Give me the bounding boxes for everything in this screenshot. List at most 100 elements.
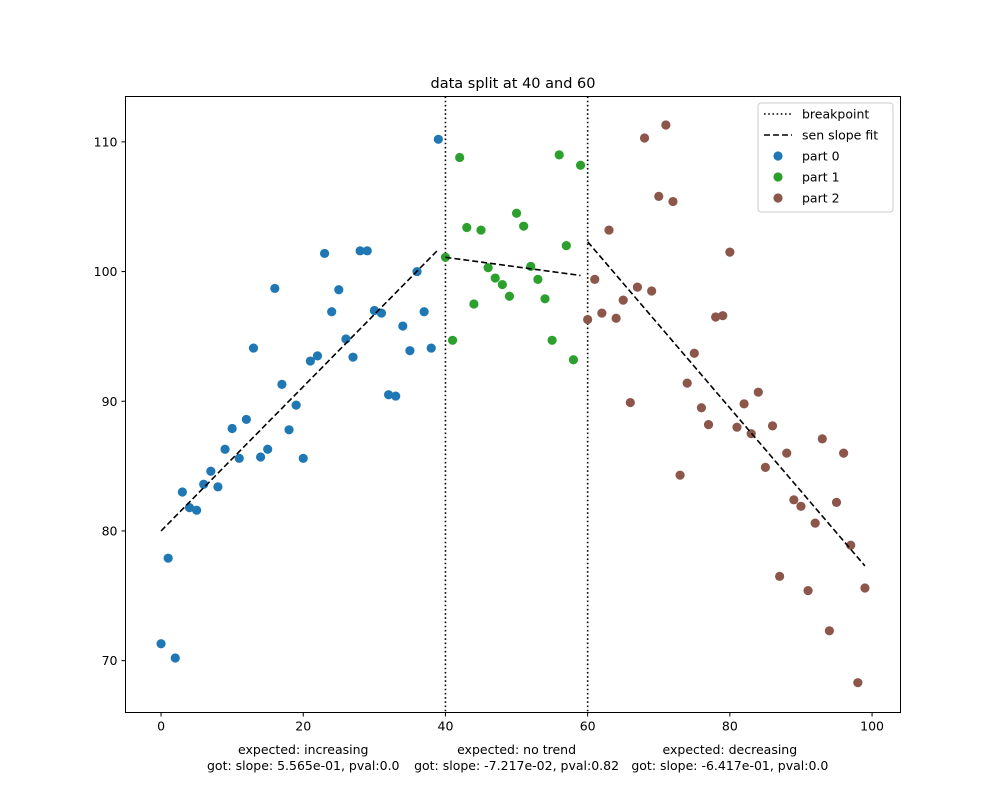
data-point (689, 348, 699, 358)
data-point (227, 423, 237, 434)
x-tick-label: 80 (722, 719, 738, 734)
annotation-result: got: slope: -7.217e-02, pval:0.82 (414, 758, 619, 773)
legend-marker (773, 193, 783, 203)
x-tick-label: 100 (860, 719, 884, 734)
data-point (860, 583, 870, 593)
data-point (447, 335, 458, 345)
data-point (782, 448, 792, 458)
data-point (625, 397, 635, 408)
data-point (583, 314, 593, 325)
data-point (433, 134, 443, 144)
sen-slope-fit-line (587, 241, 866, 567)
data-point (753, 387, 763, 397)
data-point (284, 425, 294, 435)
data-point (675, 470, 685, 480)
annotation-expected: expected: decreasing (663, 742, 798, 757)
legend-box (757, 102, 894, 213)
data-point (547, 335, 557, 345)
data-point (682, 378, 692, 388)
data-point (291, 400, 301, 410)
data-point (327, 307, 337, 317)
data-point (192, 505, 202, 515)
data-point (632, 282, 643, 292)
data-point (618, 295, 628, 305)
y-tick-label: 110 (94, 134, 118, 149)
legend-label: part 0 (802, 149, 840, 164)
data-point (568, 355, 579, 365)
chart-title: data split at 40 and 60 (431, 76, 596, 92)
plot-area (156, 96, 870, 713)
data-point (170, 653, 180, 663)
data-point (796, 501, 806, 511)
data-point (234, 453, 244, 463)
data-point (703, 420, 714, 430)
data-point (362, 246, 372, 256)
data-point (526, 261, 536, 271)
data-point (725, 247, 735, 257)
legend-marker (773, 151, 783, 161)
data-point (455, 152, 465, 163)
y-tick-label: 100 (94, 264, 118, 279)
data-point (497, 279, 507, 290)
data-point (817, 434, 827, 444)
data-point (711, 312, 721, 322)
y-tick-label: 90 (102, 394, 118, 409)
x-tick-label: 0 (157, 719, 165, 734)
data-point (305, 356, 315, 366)
data-point (661, 120, 671, 130)
data-point (597, 308, 607, 318)
sen-slope-fit-line (445, 256, 581, 277)
data-point (248, 343, 259, 353)
sen-slope-fit-line (160, 248, 439, 532)
y-tick-label: 80 (102, 523, 118, 538)
legend-label: sen slope fit (802, 128, 878, 143)
data-point (206, 466, 216, 476)
data-point (654, 191, 664, 201)
data-point (604, 225, 614, 235)
data-point (163, 553, 173, 563)
data-point (263, 444, 273, 454)
data-point (469, 299, 479, 309)
data-point (426, 343, 436, 353)
data-point (220, 444, 230, 454)
axis-ticks: 0 20 40 60 80 100 70 80 90 100 110 (94, 134, 884, 733)
data-point (561, 241, 571, 251)
data-point (398, 321, 408, 331)
x-tick-label: 40 (438, 719, 454, 734)
legend: breakpoint sen slope fit part 0 part 1 part … (757, 102, 894, 213)
data-point (277, 379, 287, 389)
data-point (241, 414, 251, 425)
data-point (831, 497, 842, 508)
data-point (718, 311, 728, 321)
data-point (462, 222, 472, 233)
data-point (775, 571, 785, 581)
y-tick-label: 70 (102, 653, 118, 668)
data-point (824, 626, 834, 636)
data-point (355, 246, 365, 256)
data-point (853, 678, 863, 688)
data-point (391, 391, 401, 401)
annotation-result: got: slope: 5.565e-01, pval:0.0 (207, 758, 400, 773)
legend-marker (773, 172, 783, 182)
data-point (270, 283, 280, 294)
data-point (739, 399, 749, 409)
data-point (298, 453, 308, 463)
data-point (419, 307, 429, 317)
x-tick-label: 20 (295, 719, 311, 734)
data-point (156, 639, 166, 649)
data-point (255, 452, 266, 462)
data-point (383, 390, 394, 400)
data-point (839, 448, 849, 458)
data-point (511, 208, 522, 218)
data-point (213, 482, 223, 492)
annotation-result: got: slope: -6.417e-01, pval:0.0 (631, 758, 828, 773)
data-point (519, 221, 529, 231)
data-point (554, 150, 564, 160)
data-point (540, 294, 550, 304)
data-point (312, 351, 323, 361)
data-point (490, 273, 500, 283)
data-point (696, 403, 707, 413)
data-point (810, 518, 820, 528)
